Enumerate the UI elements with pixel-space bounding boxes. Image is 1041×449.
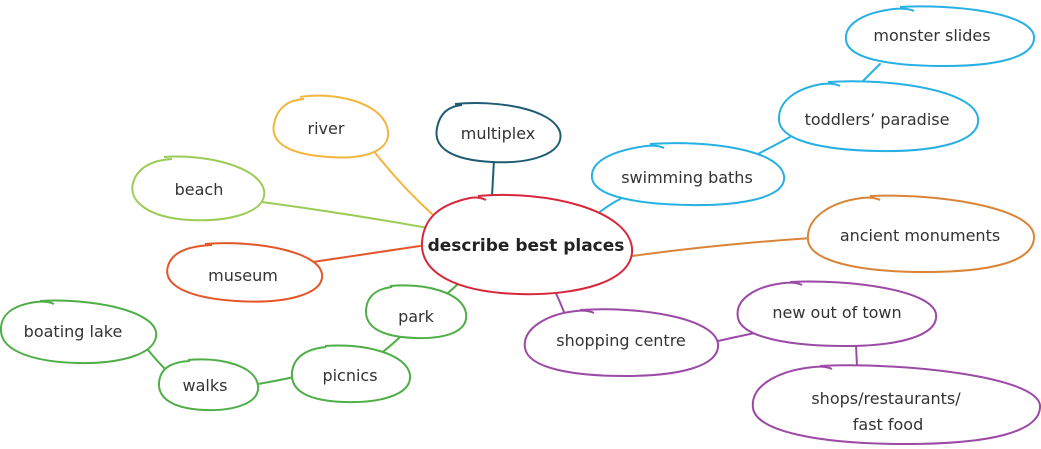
bubble-ancient (806, 194, 1036, 274)
link-beach (261, 201, 429, 229)
bubble-picnics (290, 344, 412, 404)
link-shopping (554, 290, 565, 313)
bubble-swimming (590, 142, 786, 207)
bubble-shops (751, 364, 1041, 446)
bubble-beach (131, 155, 266, 222)
node-ancient-monuments: ancient monuments (840, 226, 1000, 245)
node-river: river (308, 119, 345, 138)
node-boating-lake: boating lake (24, 322, 123, 341)
link-monster (861, 63, 881, 83)
bubbles (0, 5, 1041, 446)
bubble-river (272, 94, 389, 159)
node-museum: museum (208, 266, 278, 285)
labels: river beach museum multiplex describe be… (24, 26, 1001, 434)
node-new-out-of-town: new out of town (772, 303, 901, 322)
node-monster-slides: monster slides (873, 26, 990, 45)
bubble-park (364, 284, 468, 340)
node-walks: walks (183, 376, 228, 395)
center-topic: describe best places (428, 236, 625, 256)
bubble-shopping (523, 308, 720, 378)
link-ancient (631, 237, 813, 257)
link-museum (305, 245, 421, 264)
node-toddlers-paradise: toddlers’ paradise (805, 110, 950, 129)
link-shops (855, 344, 858, 367)
node-swimming-baths: swimming baths (621, 168, 753, 187)
bubble-toddlers (777, 80, 980, 153)
bubble-monster (844, 5, 1036, 68)
bubble-newtown (736, 280, 938, 348)
bubble-boating (0, 299, 158, 365)
node-picnics: picnics (322, 366, 377, 385)
node-multiplex: multiplex (461, 124, 536, 143)
node-shopping-centre: shopping centre (556, 331, 686, 350)
link-walks (257, 376, 295, 385)
node-beach: beach (175, 180, 224, 199)
bubble-center (420, 193, 634, 296)
bubble-walks (157, 358, 260, 412)
link-river (372, 149, 433, 215)
node-shops-line2: fast food (853, 415, 924, 434)
node-park: park (398, 307, 435, 326)
node-shops-line1: shops/restaurants/ (811, 389, 961, 408)
link-boating (147, 349, 167, 371)
link-multiplex (491, 159, 495, 197)
bubble-multiplex (435, 102, 562, 164)
bubble-museum (166, 242, 324, 303)
